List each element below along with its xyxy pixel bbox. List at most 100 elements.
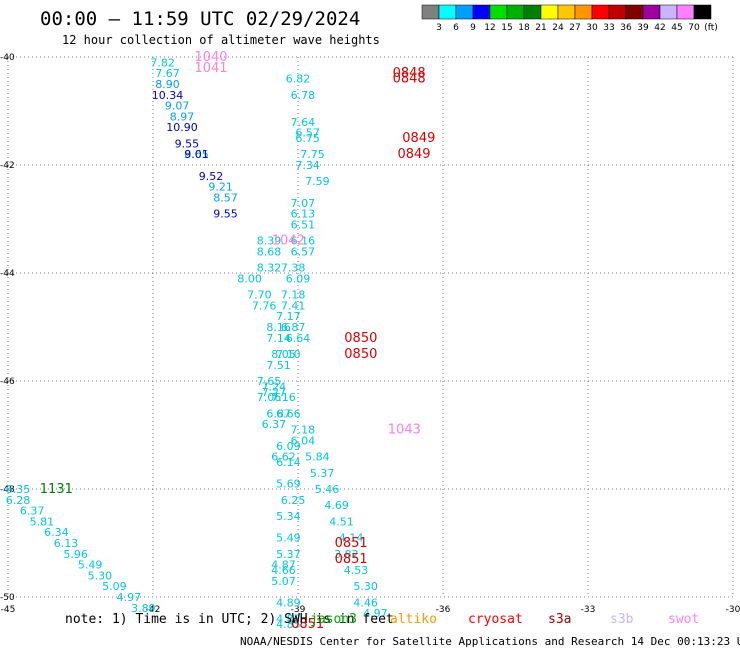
legend-swatch (557, 4, 576, 20)
legend-swatch (625, 4, 644, 20)
legend-swatch (523, 4, 542, 20)
wave-height-label: 5.69 (276, 478, 301, 491)
wave-height-label: 6.87 (281, 321, 306, 334)
wave-height-label: 4.89 (276, 596, 301, 609)
legend-swatch (506, 4, 525, 20)
y-tick-label: -48 (0, 485, 15, 495)
x-tick-label: -42 (146, 605, 161, 615)
wave-height-label: 0851 (335, 552, 368, 567)
wave-height-label: 6.14 (276, 456, 301, 469)
x-tick-label: -30 (726, 605, 740, 615)
wave-height-label: 4.97 (117, 591, 142, 604)
wave-height-label: 4.51 (329, 515, 354, 528)
legend-label: 42 (654, 23, 665, 33)
legend-label: (ft) (704, 23, 718, 33)
legend-label: 18 (518, 23, 530, 33)
wave-height-label: 5.30 (88, 569, 113, 582)
legend-label: 9 (470, 23, 476, 33)
wave-height-label: 6.82 (286, 73, 311, 86)
wave-height-label: 5.37 (310, 467, 335, 480)
wave-height-label: 7.76 (252, 299, 277, 312)
wave-height-label: 1043 (388, 423, 421, 438)
y-tick-label: -46 (0, 377, 15, 387)
wave-height-label: 6.37 (20, 505, 45, 518)
wave-height-label: 3.82 (334, 548, 359, 561)
legend-label: 33 (603, 23, 614, 33)
wave-height-label: 0850 (344, 347, 377, 362)
wave-height-label: 0849 (402, 131, 435, 146)
chart-subtitle: 12 hour collection of altimeter wave hei… (62, 33, 380, 47)
x-tick-label: -45 (1, 605, 16, 615)
legend-label: 39 (637, 23, 649, 33)
wave-height-label: 4.97 (363, 607, 388, 620)
legend-swatch (421, 4, 440, 20)
wave-height-label: 7.75 (300, 148, 325, 161)
wave-height-label: 5.84 (305, 451, 330, 464)
legend-swatch (574, 4, 593, 20)
legend-label: 6 (453, 23, 459, 33)
wave-height-label: 6.09 (276, 440, 301, 453)
wave-height-label: 8.97 (170, 110, 195, 123)
legend-swatch (438, 4, 457, 20)
wave-height-label: 7.18 (281, 289, 306, 302)
wave-height-label: 6.75 (295, 132, 320, 145)
wave-height-label: 9.01 (184, 148, 209, 161)
wave-height-label: 7.70 (247, 289, 272, 302)
wave-height-label: 7.65 (257, 375, 282, 388)
wave-height-label: 6.87 (266, 407, 291, 420)
wave-height-label: 8.16 (266, 321, 291, 334)
x-tick-label: -33 (581, 605, 596, 615)
wave-height-label: 8.57 (213, 191, 238, 204)
wave-height-label: 6.37 (262, 418, 287, 431)
wave-height-label: 7.41 (281, 299, 306, 312)
wave-height-label: 7.24 (262, 380, 287, 393)
y-tick-label: -44 (0, 269, 15, 279)
legend-label: 27 (569, 23, 580, 33)
wave-height-label: 7.34 (295, 159, 320, 172)
wave-height-label: 9.55 (213, 208, 238, 221)
wave-height-label: 5.37 (276, 548, 301, 561)
wave-height-label: 5.30 (353, 580, 378, 593)
wave-height-label: 5.34 (276, 510, 301, 523)
wave-height-label: 6.13 (291, 208, 316, 221)
wave-height-label: 7.51 (266, 359, 291, 372)
wave-height-label: 6.35 (6, 483, 31, 496)
wave-height-label: 6.34 (44, 526, 69, 539)
wave-height-label: 4.69 (324, 499, 349, 512)
wave-height-label: 7.27 (262, 386, 287, 399)
wave-height-label: 6.16 (291, 235, 316, 248)
legend-label: 24 (552, 23, 564, 33)
wave-height-label: 3.89 (131, 602, 156, 615)
wave-height-label: 7.64 (291, 116, 316, 129)
legend-label: 36 (620, 23, 632, 33)
wave-height-label: 4.66 (271, 564, 296, 577)
wave-height-label: 5.49 (78, 559, 103, 572)
wave-height-label: 6.28 (6, 494, 31, 507)
wave-height-label: 10.90 (166, 121, 198, 134)
wave-height-label: 6.09 (286, 272, 311, 285)
wave-height-label: 6.78 (291, 89, 316, 102)
wave-height-label: 5.09 (102, 580, 127, 593)
y-tick-label: -40 (0, 53, 15, 63)
wave-height-label: 7.16 (271, 391, 296, 404)
wave-height-label: 6.64 (286, 332, 311, 345)
legend-label: 70 (688, 23, 700, 33)
wave-height-label: 6.66 (276, 407, 301, 420)
wave-height-label: 0849 (397, 147, 430, 162)
legend-label: 3 (436, 23, 442, 33)
wave-height-label: 5.49 (276, 532, 301, 545)
wave-height-label: 6.62 (271, 451, 296, 464)
wave-height-label: 5.07 (271, 575, 296, 588)
legend-swatch (608, 4, 627, 20)
wave-height-label: 0848 (393, 66, 426, 81)
wave-height-label: 0850 (344, 331, 377, 346)
wave-height-label: 9.07 (165, 100, 190, 113)
wave-height-label: 4.85 (276, 618, 301, 631)
wave-height-label: 4.87 (276, 613, 301, 626)
satellite-label-cryosat: cryosat (468, 612, 523, 627)
wave-height-label: 7.59 (305, 175, 330, 188)
wave-height-label: 7.38 (281, 262, 306, 275)
wave-height-label: 8.65 (184, 148, 209, 161)
wave-height-label: 6.04 (291, 434, 316, 447)
